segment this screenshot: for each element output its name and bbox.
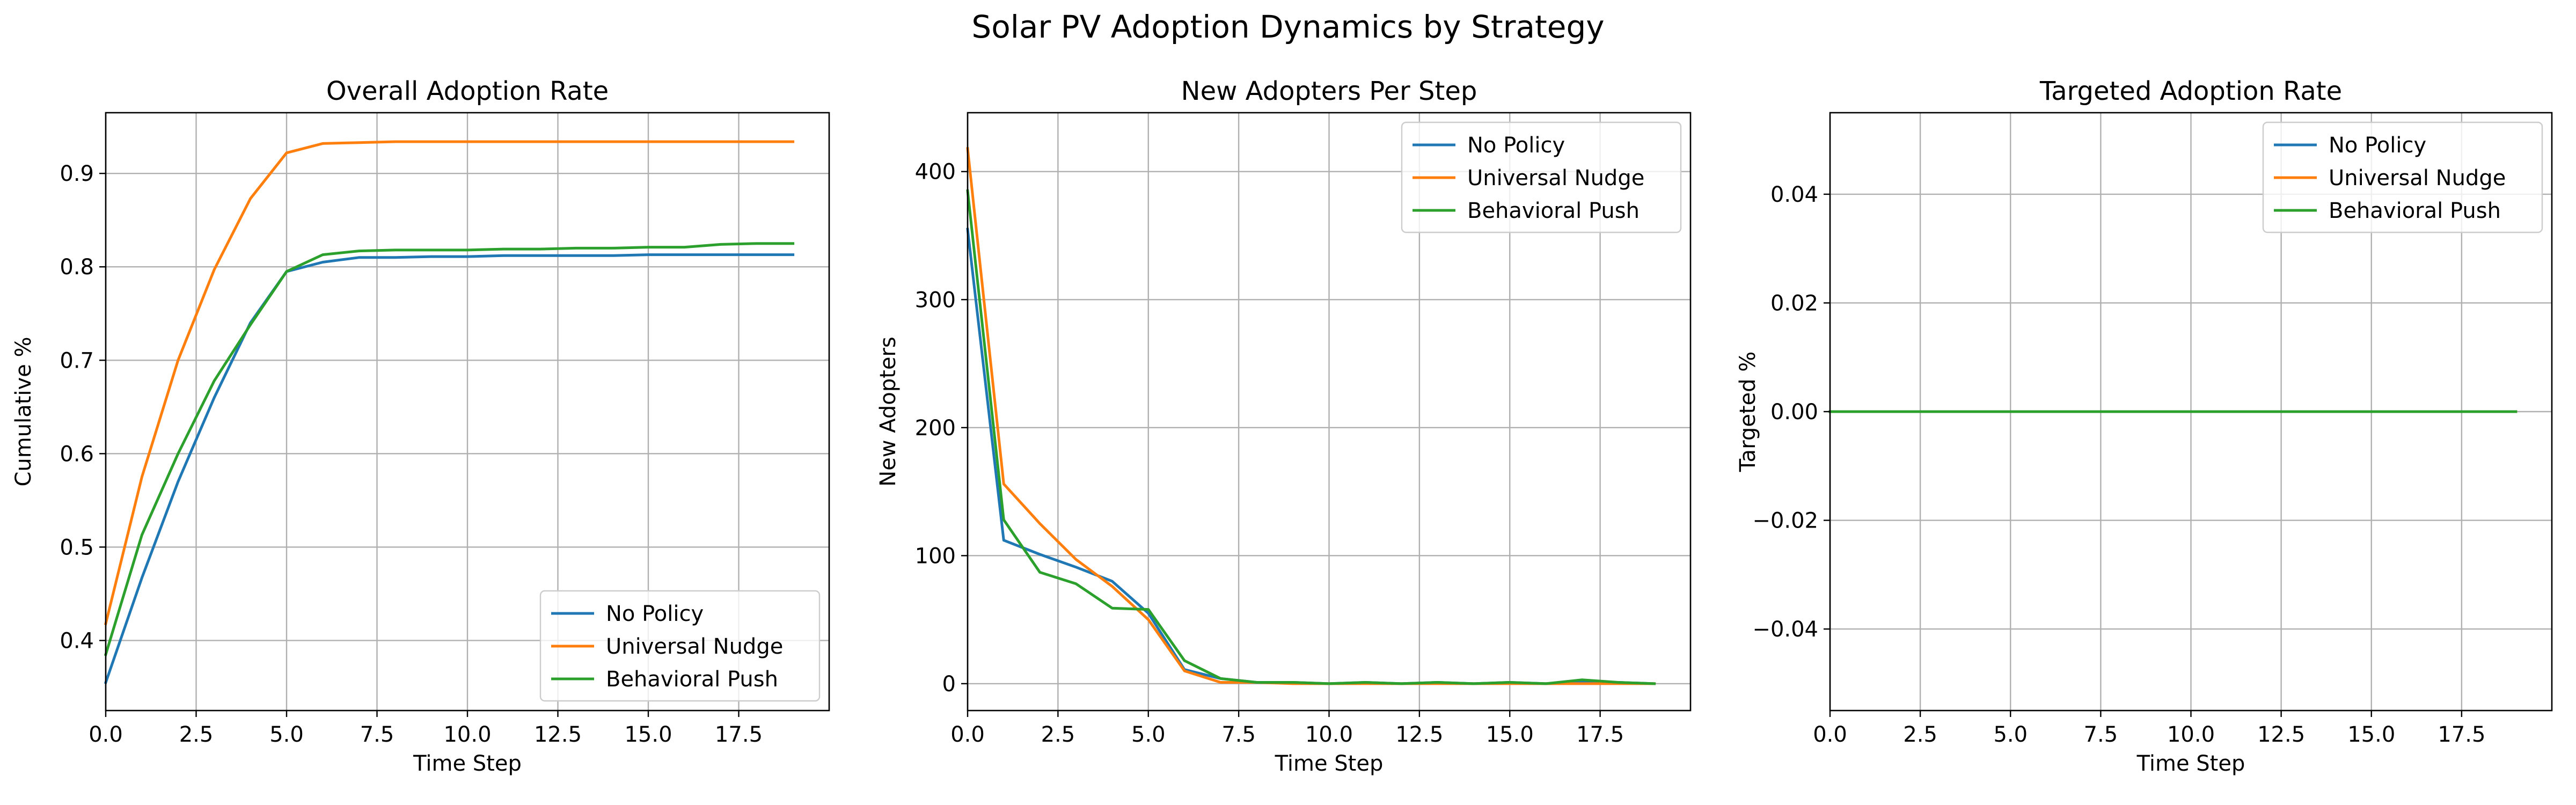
x-tick-label: 15.0: [1486, 722, 1534, 747]
legend-label: Behavioral Push: [2329, 199, 2501, 223]
y-tick-label: 0.04: [1770, 182, 1818, 207]
legend: No Policy Universal Nudge Behavioral Push: [539, 590, 821, 702]
y-tick-label: 0.6: [60, 442, 94, 466]
chart-title: Targeted Adoption Rate: [2039, 76, 2342, 106]
x-tick-label: 12.5: [2257, 722, 2305, 747]
y-tick-label: −0.04: [1752, 617, 1818, 642]
legend-label: No Policy: [2329, 133, 2426, 158]
x-tick-label: 5.0: [1131, 722, 1166, 747]
legend: No Policy Universal Nudge Behavioral Push: [2262, 121, 2543, 233]
y-tick-label: 400: [915, 160, 956, 185]
x-tick-label: 2.5: [1041, 722, 1075, 747]
x-tick-label: 7.5: [2084, 722, 2118, 747]
y-tick-label: 0.00: [1770, 400, 1818, 425]
series-line-behavioral-push: [966, 189, 1656, 685]
x-tick-label: 5.0: [269, 722, 304, 747]
legend-label: No Policy: [1467, 133, 1565, 158]
chart-title: New Adopters Per Step: [1181, 76, 1477, 106]
legend: No Policy Universal Nudge Behavioral Push: [1401, 121, 1682, 233]
series-line-behavioral-push: [104, 242, 795, 656]
legend-label: Universal Nudge: [1467, 166, 1644, 191]
x-tick-label: 5.0: [1993, 722, 2028, 747]
x-tick-label: 12.5: [534, 722, 582, 747]
x-tick-label: 0.0: [1813, 722, 1847, 747]
legend-label: Universal Nudge: [2329, 166, 2506, 191]
x-tick-label: 15.0: [2347, 722, 2395, 747]
legend-box: [1401, 121, 1682, 233]
y-tick-label: 200: [915, 416, 956, 441]
figure-title: Solar PV Adoption Dynamics by Strategy: [971, 9, 1604, 45]
x-axis-label: Time Step: [1275, 751, 1384, 776]
y-tick-label: 0.8: [60, 255, 94, 280]
legend-label: Universal Nudge: [606, 634, 783, 659]
series-line-universal-nudge: [104, 140, 795, 626]
legend-box: [539, 590, 821, 702]
chart-title: Overall Adoption Rate: [326, 76, 609, 106]
x-tick-label: 15.0: [624, 722, 672, 747]
x-axis-label: Time Step: [2136, 751, 2245, 776]
x-tick-label: 17.5: [2438, 722, 2485, 747]
x-tick-label: 2.5: [1903, 722, 1937, 747]
y-axis-label: New Adopters: [876, 336, 901, 486]
x-tick-label: 17.5: [1576, 722, 1624, 747]
chart-panel-1: 0.0 2.5 5.0 7.5 10.0 12.5 15.0 17.5 0.4 0.5 0.6 0.7…: [11, 76, 830, 776]
y-tick-label: 0.4: [60, 628, 94, 653]
x-tick-label: 10.0: [443, 722, 491, 747]
y-tick-label: 0: [942, 672, 956, 697]
x-tick-label: 10.0: [2167, 722, 2215, 747]
x-tick-label: 0.0: [89, 722, 123, 747]
y-tick-label: 0.02: [1770, 291, 1818, 316]
y-axis-label: Targeted %: [1736, 352, 1760, 472]
x-tick-label: 2.5: [179, 722, 214, 747]
y-tick-label: 100: [915, 544, 956, 568]
legend-label: No Policy: [606, 602, 704, 626]
y-tick-label: −0.02: [1752, 509, 1818, 533]
y-tick-label: 0.5: [60, 535, 94, 560]
x-tick-label: 10.0: [1305, 722, 1353, 747]
chart-panel-2: 0.0 2.5 5.0 7.5 10.0 12.5 15.0 17.5 0 100 200 300 40…: [876, 76, 1692, 776]
legend-label: Behavioral Push: [606, 667, 778, 692]
chart-panel-3: 0.0 2.5 5.0 7.5 10.0 12.5 15.0 17.5 −0.04 −0.02 0.…: [1736, 76, 2553, 776]
y-tick-label: 0.7: [60, 348, 94, 373]
x-tick-label: 12.5: [1395, 722, 1443, 747]
x-tick-label: 0.0: [950, 722, 985, 747]
x-axis-label: Time Step: [413, 751, 522, 776]
y-tick-label: 0.9: [60, 162, 94, 186]
chart-panels: 0.0 2.5 5.0 7.5 10.0 12.5 15.0 17.5 0.4 0.5 0.6 0.7…: [11, 76, 2553, 776]
x-tick-label: 7.5: [360, 722, 394, 747]
y-tick-label: 300: [915, 288, 956, 312]
series-line-no-policy: [104, 253, 795, 684]
legend-label: Behavioral Push: [1467, 199, 1640, 223]
x-tick-label: 7.5: [1221, 722, 1256, 747]
x-tick-label: 17.5: [715, 722, 763, 747]
y-axis-label: Cumulative %: [11, 336, 36, 486]
legend-box: [2262, 121, 2543, 233]
